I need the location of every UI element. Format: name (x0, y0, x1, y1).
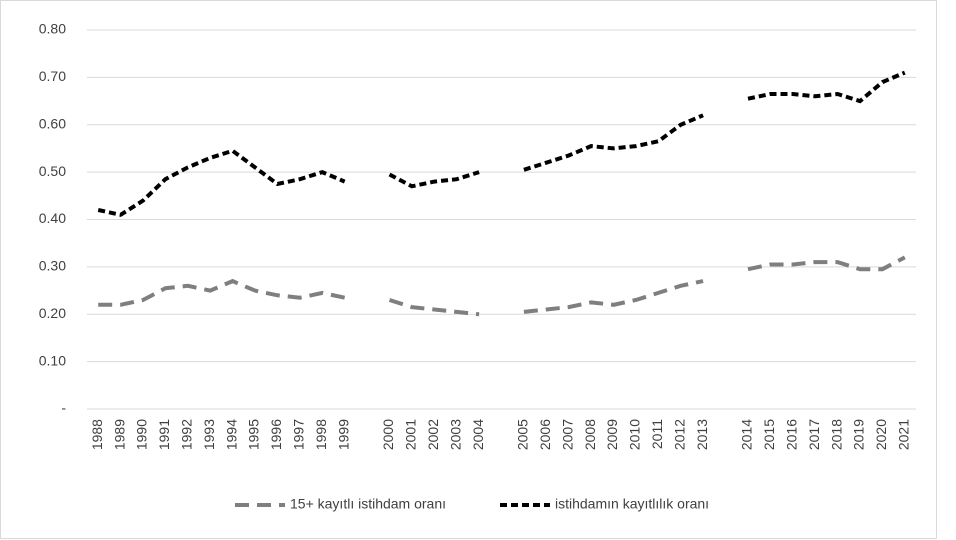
x-tick-label: 2021 (896, 419, 912, 450)
y-tick-label: 0.20 (39, 305, 66, 321)
x-tick-label: 2001 (403, 419, 419, 450)
x-tick-label: 2011 (649, 419, 665, 449)
x-tick-label: 2020 (873, 419, 889, 450)
x-tick-label: 1989 (111, 419, 127, 450)
x-tick-label: 2000 (380, 419, 396, 450)
x-tick-label: 1992 (179, 419, 195, 450)
y-tick-label: 0.70 (39, 68, 66, 84)
x-tick-label: 1996 (268, 419, 284, 450)
x-tick-label: 2010 (627, 419, 643, 450)
x-tick-label: 2015 (761, 419, 777, 450)
y-tick-label: 0.50 (39, 163, 66, 179)
y-tick-label: 0.60 (39, 115, 66, 131)
x-tick-label: 1993 (201, 419, 217, 450)
x-tick-label: 2008 (582, 419, 598, 450)
y-tick-label: 0.30 (39, 258, 66, 274)
x-tick-label: 2009 (604, 419, 620, 450)
y-tick-label: 0.10 (39, 352, 66, 368)
x-tick-label: 2019 (851, 419, 867, 450)
x-tick-label: 2016 (783, 419, 799, 450)
x-tick-label: 1999 (335, 419, 351, 450)
series-line (97, 70, 906, 217)
x-tick-label: 2012 (671, 419, 687, 450)
x-tick-label: 2007 (559, 419, 575, 450)
x-tick-label: 1998 (313, 419, 329, 450)
x-tick-label: 2003 (447, 419, 463, 450)
x-tick-label: 2014 (739, 419, 755, 450)
x-tick-label: 2017 (806, 419, 822, 450)
x-tick-label: 2002 (425, 419, 441, 450)
x-tick-label: 1997 (291, 419, 307, 450)
x-tick-label: 2013 (694, 419, 710, 450)
x-tick-label: 1988 (89, 419, 105, 450)
x-tick-label: 2005 (515, 419, 531, 450)
series-line (98, 255, 906, 317)
x-tick-label: 2006 (537, 419, 553, 450)
y-tick-label: - (61, 400, 66, 416)
x-tick-label: 2004 (470, 419, 486, 450)
y-tick-label: 0.40 (39, 210, 66, 226)
x-tick-label: 1990 (134, 419, 150, 450)
legend-label: istihdamın kayıtlılık oranı (555, 496, 709, 512)
legend-label: 15+ kayıtlı istihdam oranı (290, 496, 446, 512)
x-tick-label: 1994 (223, 419, 239, 450)
x-tick-label: 1991 (156, 419, 172, 450)
chart-frame (0, 0, 937, 539)
x-tick-label: 2018 (828, 419, 844, 450)
y-tick-label: 0.80 (39, 21, 66, 37)
x-tick-label: 1995 (246, 419, 262, 450)
